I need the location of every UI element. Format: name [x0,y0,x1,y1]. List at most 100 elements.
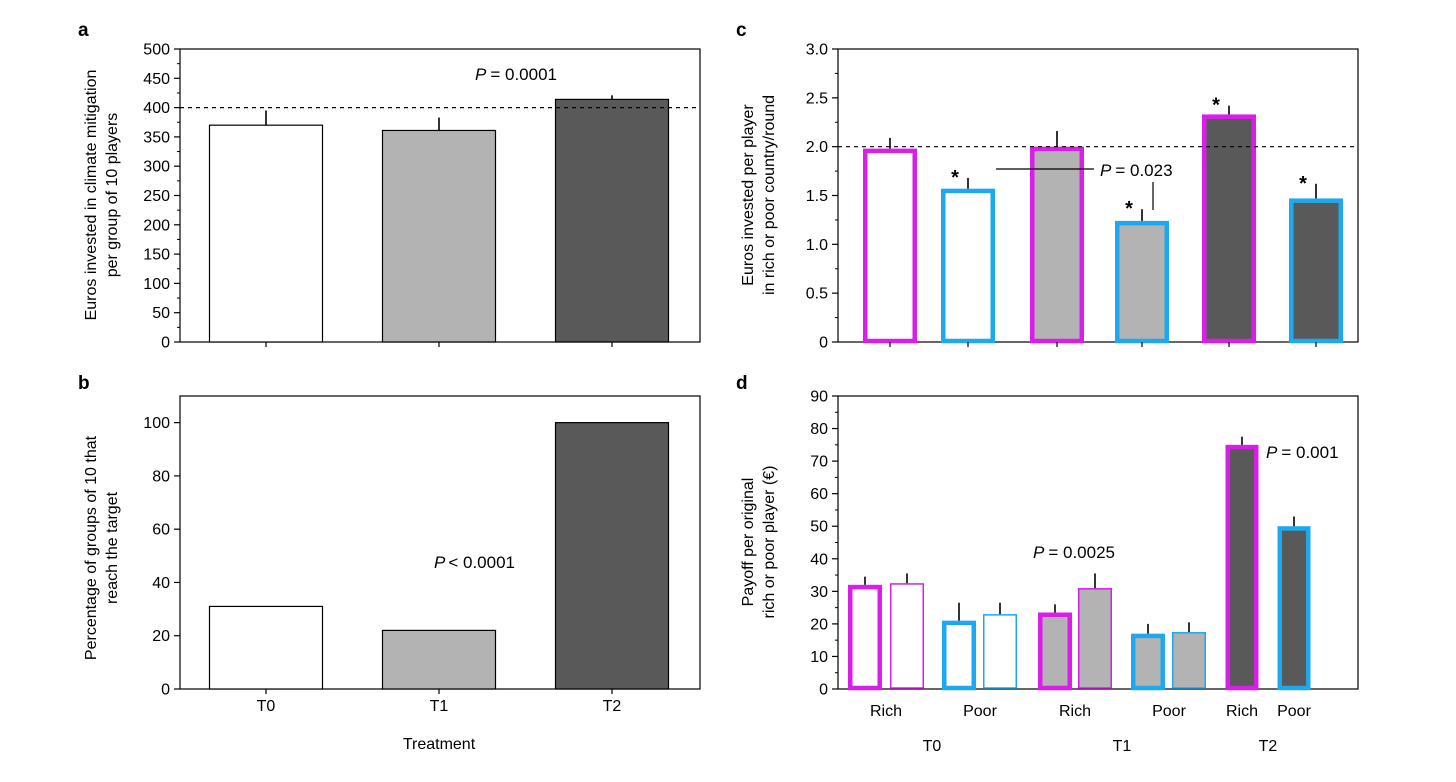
panel-a-pvalue: P = 0.0001 [475,65,557,84]
a-ytick-label: 150 [143,247,170,264]
c-ytick-label: 0.5 [806,286,828,303]
panel-d-pvalue-1-p: P [1033,543,1045,562]
panel-d-pvalue-2-text: = 0.001 [1281,443,1338,462]
d-bar-1 [848,584,882,691]
d-treatment-label-t1: T1 [1113,738,1132,755]
c-bar-3 [1030,146,1084,344]
panel-b-label: b [78,373,90,394]
panel-d-pvalue-2: P = 0.001 [1266,443,1339,462]
panel-a-label: a [78,20,89,41]
d-bar-2 [890,583,924,689]
a-bar-t0 [208,124,324,343]
c-ytick-label: 1.5 [806,188,828,205]
d-bar-7 [1131,633,1165,691]
d-ytick-label: 60 [810,486,828,503]
b-xtick-label: T0 [257,698,276,715]
d-bar-5 [1038,612,1072,691]
d-bar-8 [1172,632,1206,689]
c-ytick-label: 2.5 [806,90,828,107]
b-bar-t2 [554,422,670,690]
panel-d-label: d [736,373,748,394]
panel-c-label: c [736,20,747,41]
panel-c-pvalue-p: P [1100,161,1112,180]
c-significance-star: * [951,167,959,189]
d-ytick-label: 80 [810,421,828,438]
a-ytick-label: 350 [143,129,170,146]
panel-c-pvalue: P = 0.023 [1100,161,1173,180]
panel-d-pvalue-1-text: = 0.0025 [1048,543,1115,562]
c-significance-star: * [1299,173,1307,195]
c-ytick-label: 2.0 [806,139,828,156]
panel-b-chart: b Percentage of groups of 10 that reach … [78,373,701,753]
d-bar-10 [1277,526,1311,691]
b-ytick-label: 60 [152,522,170,539]
panel-a-pvalue-text: = 0.0001 [490,65,557,84]
b-ytick-label: 80 [152,468,170,485]
d-group-label-poor: Poor [1277,703,1311,720]
d-group-label-rich: Rich [1226,703,1258,720]
a-bar-t1 [381,129,497,343]
b-xtick-label: T1 [430,698,449,715]
d-treatment-label-t2: T2 [1259,738,1278,755]
panel-d-pvalue-1: P = 0.0025 [1033,543,1115,562]
panel-d-ylabel-line2: rich or poor player (€) [761,466,778,619]
panel-c-ylabel-line1: Euros invested per player [740,104,757,286]
d-bar-4 [983,614,1017,689]
a-ytick-label: 250 [143,188,170,205]
d-ytick-label: 0 [819,682,828,699]
a-ytick-label: 450 [143,71,170,88]
d-ytick-label: 10 [810,649,828,666]
a-ytick-label: 200 [143,217,170,234]
panel-b-pvalue-p: P [434,553,446,572]
a-ytick-label: 300 [143,159,170,176]
d-ytick-label: 70 [810,454,828,471]
a-ytick-label: 0 [161,335,170,352]
b-xtick-label: T2 [603,698,622,715]
d-ytick-label: 20 [810,616,828,633]
a-ytick-label: 500 [143,42,170,59]
d-group-label-poor: Poor [963,703,997,720]
b-ytick-label: 100 [143,415,170,432]
panel-b-xlabel: Treatment [403,736,476,753]
c-bar-2 [941,188,995,344]
panel-a-chart: a Euros invested in climate mitigation p… [78,20,701,352]
d-ytick-label: 90 [810,389,828,406]
b-bar-t1 [381,629,497,690]
panel-d-pvalue-2-p: P [1266,443,1278,462]
panel-d-chart: d Payoff per original rich or poor playe… [736,373,1359,755]
c-bar-6 [1289,198,1343,344]
d-ytick-label: 30 [810,584,828,601]
panel-b-pvalue: P < 0.0001 [434,553,515,572]
c-significance-star: * [1125,198,1133,220]
c-ytick-label: 0 [819,335,828,352]
d-ytick-label: 40 [810,551,828,568]
b-bar-t0 [208,605,324,690]
panel-b-ylabel-line1: Percentage of groups of 10 that [83,435,100,660]
panel-a-pvalue-p: P [475,65,487,84]
panel-c-pvalue-text: = 0.023 [1115,161,1172,180]
c-bar-4 [1115,220,1169,344]
d-bar-6 [1078,588,1112,689]
c-bar-1 [863,148,917,344]
b-ytick-label: 20 [152,628,170,645]
panel-b-ylabel-line2: reach the target [104,491,121,604]
d-treatment-label-t0: T0 [923,738,942,755]
d-group-label-poor: Poor [1152,703,1186,720]
b-ytick-label: 0 [161,682,170,699]
panel-b-pvalue-text: < 0.0001 [448,553,515,572]
panel-c-chart: c Euros invested per player in rich or p… [736,20,1359,352]
c-ytick-label: 1.0 [806,237,828,254]
a-ytick-label: 100 [143,276,170,293]
d-bar-3 [942,620,976,691]
b-ytick-label: 40 [152,575,170,592]
panel-c-ylabel-line2: in rich or poor country/round [761,95,778,295]
c-ytick-label: 3.0 [806,42,828,59]
a-ytick-label: 400 [143,100,170,117]
d-group-label-rich: Rich [1059,703,1091,720]
a-bar-t2 [554,98,670,343]
d-bar-9 [1225,444,1259,691]
c-bar-5 [1202,114,1256,344]
panel-a-ylabel-line2: per group of 10 players [104,113,121,278]
panel-a-ylabel-line1: Euros invested in climate mitigation [83,70,100,321]
